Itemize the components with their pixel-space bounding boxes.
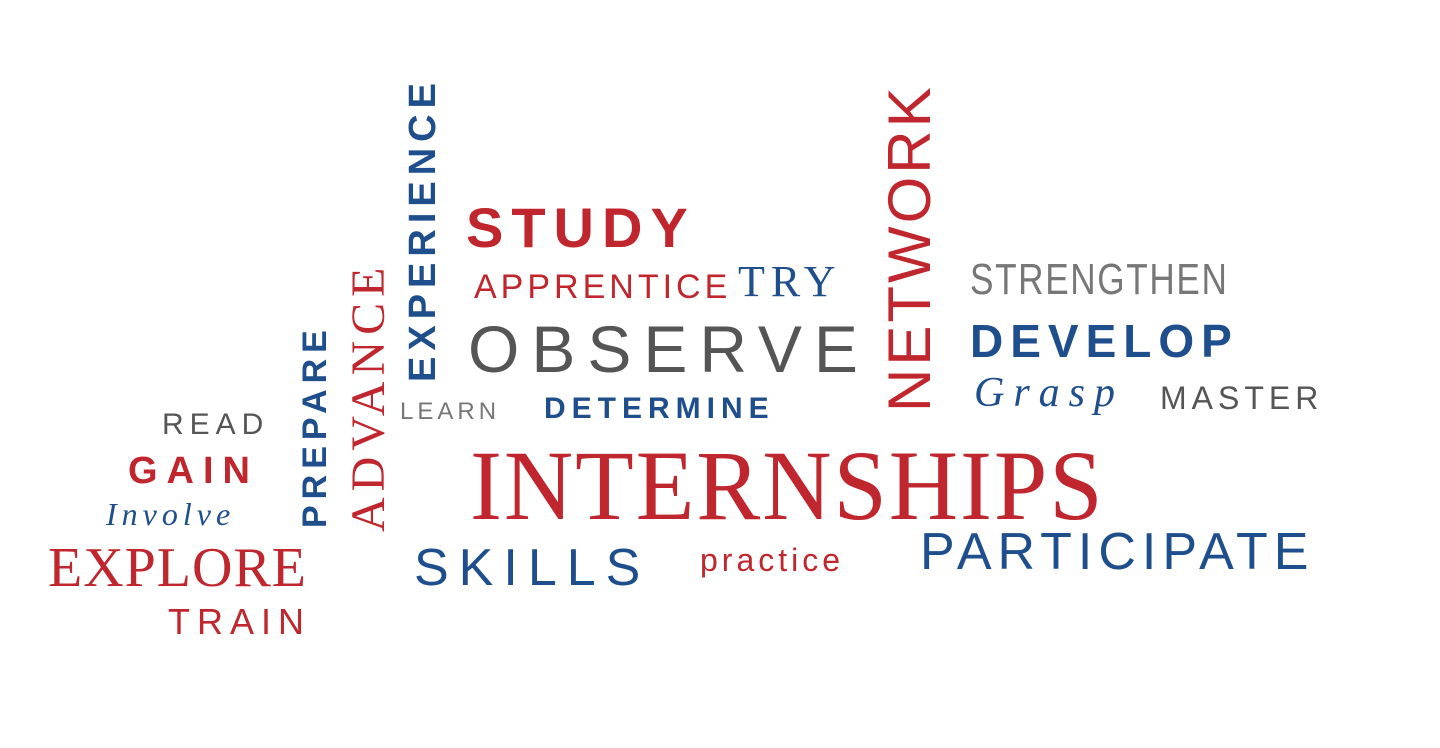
word-prepare: PREPARE	[296, 324, 334, 528]
word-study: STUDY	[466, 196, 696, 259]
word-master: MASTER	[1160, 380, 1324, 416]
word-experience: EXPERIENCE	[402, 77, 444, 382]
word-read: READ	[162, 408, 270, 441]
word-internships: INTERNSHIPS	[470, 430, 1105, 541]
word-learn: LEARN	[400, 398, 501, 425]
word-network: NETWORK	[876, 84, 943, 412]
word-participate: PARTICIPATE	[920, 523, 1315, 581]
word-apprentice: APPRENTICE	[474, 268, 732, 306]
word-try: TRY	[738, 257, 842, 306]
word-train: TRAIN	[168, 601, 311, 642]
word-observe: OBSERVE	[468, 312, 870, 386]
word-develop: DEVELOP	[970, 315, 1239, 367]
word-involve: Involve	[106, 496, 236, 532]
word-advance: ADVANCE	[342, 261, 395, 532]
word-explore: EXPLORE	[48, 537, 307, 599]
word-grasp: Grasp	[974, 370, 1125, 416]
word-gain: GAIN	[128, 450, 259, 492]
word-skills: SKILLS	[414, 539, 651, 597]
word-determine: DETERMINE	[544, 392, 775, 425]
word-practice: practice	[700, 542, 845, 578]
word-strengthen: STRENGTHEN	[970, 255, 1229, 304]
